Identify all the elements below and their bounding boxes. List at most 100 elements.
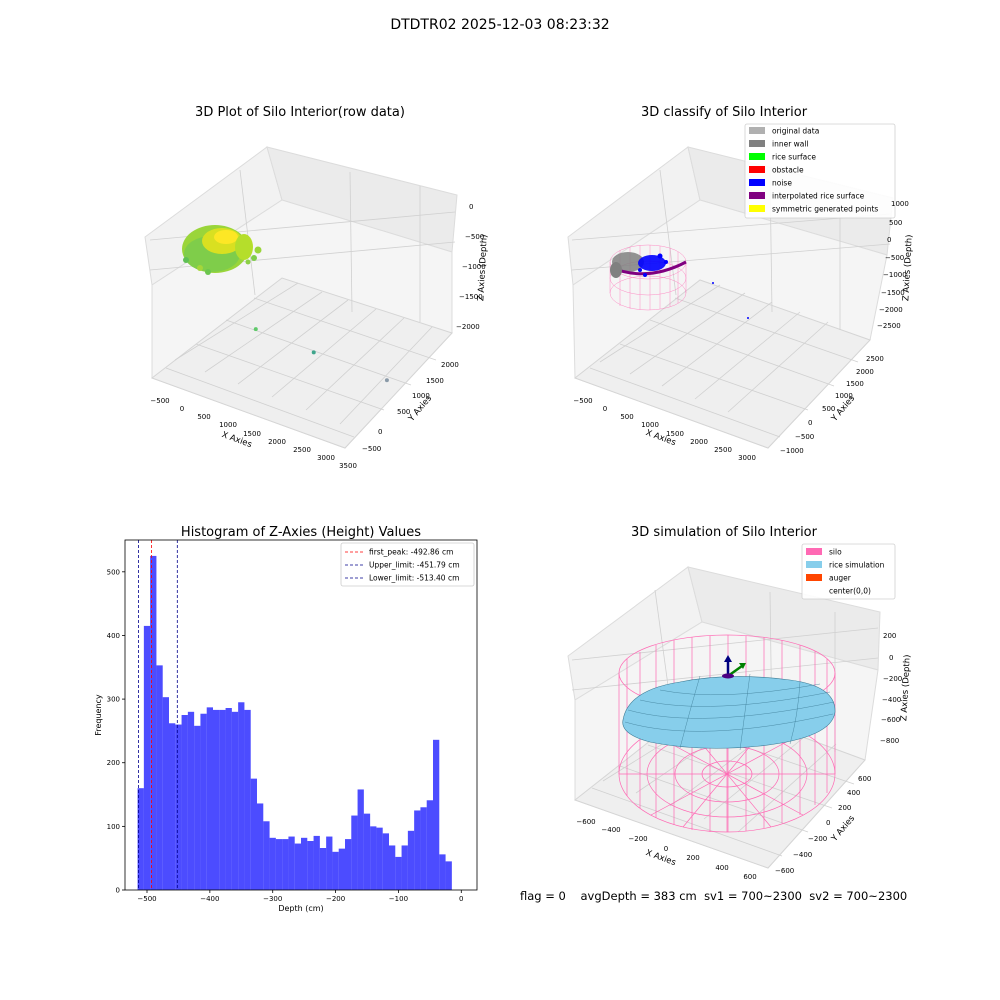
- histogram-bar: [213, 709, 220, 890]
- simulation-3d-legend-swatch: [806, 561, 822, 568]
- status-flag: flag = 0: [520, 889, 566, 903]
- raw-3d-ztick: −500: [465, 233, 484, 241]
- histogram-bar: [439, 854, 446, 890]
- simulation-3d-ztick: −600: [881, 716, 900, 724]
- raw-3d-ytick: 0: [378, 428, 382, 436]
- histogram-ytick-label: 400: [107, 632, 120, 640]
- histogram-bar: [238, 702, 245, 890]
- simulation-3d-ztick: −400: [882, 696, 901, 704]
- raw-3d-ztick: −2000: [456, 323, 480, 331]
- classify-3d-ztick: −1500: [881, 289, 905, 297]
- classify-3d-ztick: −500: [885, 254, 904, 262]
- histogram-bar: [319, 848, 327, 890]
- simulation-3d-legend-label: center(0,0): [829, 587, 871, 596]
- simulation-3d-ylabel: Y Axies: [829, 813, 857, 844]
- simulation-3d-xtick: 200: [686, 854, 699, 862]
- classify-3d-legend-label: interpolated rice surface: [772, 192, 865, 201]
- simulation-3d-ztick: 0: [889, 654, 893, 662]
- classify-3d-legend: original data inner wall rice surface obsta…: [744, 123, 896, 219]
- histogram-bar: [445, 861, 452, 890]
- histogram-bar: [206, 707, 213, 890]
- simulation-3d-xtick: −600: [576, 818, 595, 826]
- histogram-bar: [175, 724, 182, 890]
- simulation-3d-ytick: 0: [826, 819, 830, 827]
- simulation-3d-legend-label: silo: [829, 548, 842, 557]
- histogram-bar: [407, 830, 415, 890]
- raw-3d-xtick: 0: [180, 405, 184, 413]
- raw-3d-xtick: 500: [197, 413, 210, 421]
- raw-3d-outlier-point: [384, 378, 389, 383]
- raw-3d-ytick: −500: [362, 445, 381, 453]
- histogram-bar: [370, 826, 377, 890]
- histogram-bar: [345, 839, 352, 890]
- classify-3d-ytick: 2500: [866, 355, 884, 363]
- classify-3d-xtick: 2000: [690, 438, 708, 446]
- simulation-3d-ytick: −400: [793, 851, 812, 859]
- histogram-bar: [143, 625, 151, 890]
- simulation-3d-legend-swatch: [806, 574, 822, 581]
- histogram-vlines: [138, 540, 178, 890]
- raw-3d-outliers: [253, 327, 389, 383]
- histogram-legend-label: Lower_limit: -513.40 cm: [369, 574, 459, 583]
- histogram-bar: [338, 848, 345, 890]
- simulation-3d-legend: silo rice simulation auger center(0,0): [801, 543, 896, 600]
- histogram-bars: [137, 555, 452, 890]
- classify-3d-ztick: 500: [889, 219, 902, 227]
- classify-3d-zlabel: Z Axies (Depth): [901, 234, 914, 301]
- histogram-ytick-label: 500: [107, 568, 120, 576]
- raw-3d-title: 3D Plot of Silo Interior(row data): [195, 105, 405, 120]
- histogram-bar: [150, 555, 157, 890]
- classify-3d-ytick: −500: [795, 433, 814, 441]
- histogram-bar: [301, 837, 308, 890]
- panel-histogram: Histogram of Z-Axies (Height) Values −50…: [94, 525, 478, 913]
- histogram-ytick-label: 0: [116, 887, 120, 895]
- raw-3d-ytick: 500: [397, 408, 410, 416]
- classify-3d-xtick: 2500: [714, 446, 732, 454]
- classify-3d-xtick: 1500: [666, 430, 684, 438]
- histogram-bar: [162, 697, 169, 890]
- classify-3d-ytick: 2000: [856, 368, 874, 376]
- histogram-xtick-label: −500: [137, 895, 156, 903]
- raw-3d-ztick: −1000: [462, 263, 486, 271]
- classify-3d-xtick: 500: [620, 413, 633, 421]
- classify-3d-xtick: 0: [603, 405, 607, 413]
- histogram-bar: [225, 708, 232, 890]
- histogram-xtick-label: 0: [459, 895, 463, 903]
- simulation-3d-xtick: 600: [743, 873, 756, 881]
- simulation-3d-ytick: 200: [838, 804, 851, 812]
- histogram-bar: [187, 711, 195, 890]
- histogram-bar: [250, 778, 257, 890]
- histogram-bar: [288, 836, 295, 890]
- histogram-bar: [363, 813, 371, 890]
- raw-3d-ytick: 2000: [441, 361, 459, 369]
- raw-3d-ticks: −500 0 500 1000 1500 2000 2500 3000 3500…: [150, 203, 485, 470]
- classify-3d-legend-swatch: [749, 205, 765, 212]
- histogram-ytick-label: 200: [107, 759, 120, 767]
- classify-3d-ytick: 500: [822, 405, 835, 413]
- histogram-bar: [351, 815, 358, 890]
- histogram-xlabel: Depth (cm): [278, 904, 323, 913]
- classify-3d-legend-swatch: [749, 166, 765, 173]
- histogram-bar: [137, 788, 144, 890]
- classify-3d-legend-swatch: [749, 153, 765, 160]
- classify-3d-ytick: 1000: [835, 392, 853, 400]
- classify-3d-xtick: 3000: [738, 454, 756, 462]
- histogram-bar: [357, 789, 364, 890]
- simulation-3d-title: 3D simulation of Silo Interior: [631, 525, 818, 540]
- histogram-xticks: −500 −400 −300 −200 −100 0: [137, 890, 464, 903]
- raw-3d-xtick: 1500: [243, 430, 261, 438]
- panel-simulation-3d: 3D simulation of Silo Interior: [567, 525, 913, 881]
- raw-3d-ztick: 0: [469, 203, 473, 211]
- histogram-bar: [414, 810, 421, 890]
- classify-3d-legend-swatch: [749, 179, 765, 186]
- histogram-bar: [275, 839, 283, 890]
- raw-3d-ytick: 1000: [412, 392, 430, 400]
- histogram-bar: [382, 833, 389, 890]
- simulation-3d-ytick: −600: [775, 867, 794, 875]
- histogram-bar: [376, 827, 383, 890]
- classify-3d-ztick: −2500: [877, 322, 901, 330]
- histogram-axes-frame: [124, 539, 478, 891]
- raw-3d-xtick: −500: [150, 397, 169, 405]
- raw-3d-xtick: 2000: [268, 438, 286, 446]
